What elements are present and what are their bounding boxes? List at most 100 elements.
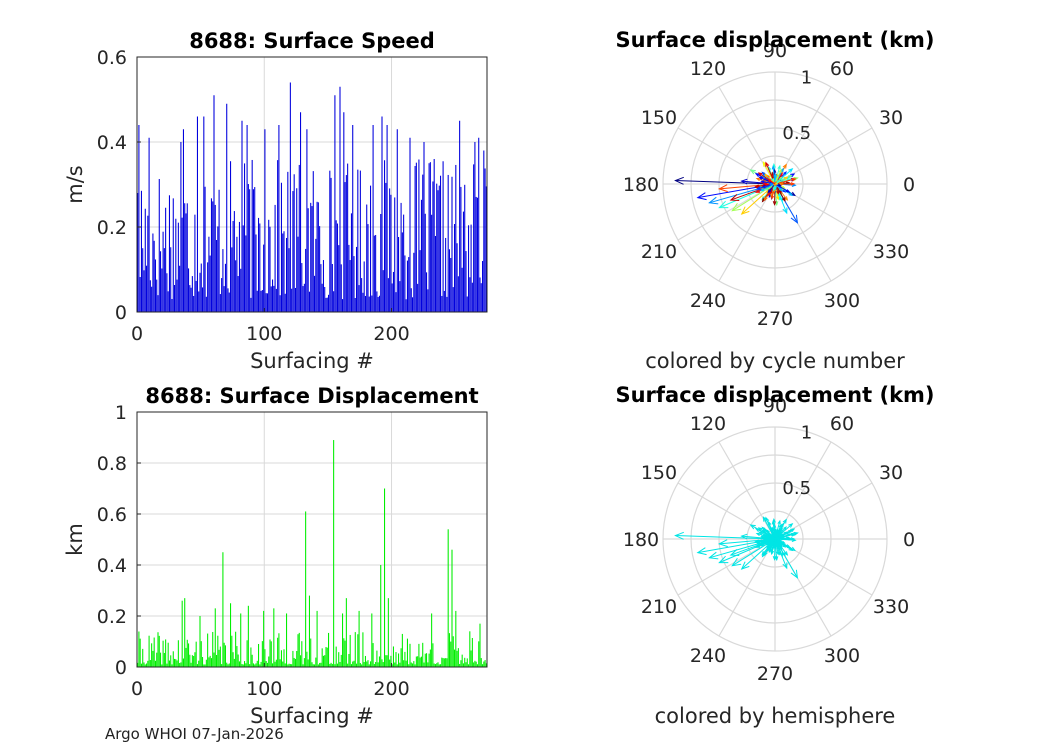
angle-label: 300	[824, 290, 860, 312]
bar	[367, 660, 369, 667]
bar	[325, 297, 327, 312]
bar	[390, 655, 392, 667]
angle-label: 330	[873, 241, 909, 263]
bar	[457, 276, 459, 312]
bar	[404, 255, 406, 312]
polar-hemisphere-chart: 0 30 60 90 120 150 180 210 240 270 300 330 0.5 1 Surfa…	[615, 383, 934, 728]
bar	[219, 646, 221, 667]
bar	[232, 221, 234, 312]
displacement-vector	[774, 533, 796, 540]
vector-arrowhead	[763, 551, 768, 557]
bar	[156, 279, 158, 312]
bar	[336, 223, 338, 312]
bar	[165, 639, 167, 667]
y-tick-label: 0.2	[97, 217, 127, 239]
bar	[357, 169, 359, 312]
bar	[151, 643, 153, 667]
bar	[185, 647, 187, 667]
bar	[190, 662, 192, 667]
bar	[261, 641, 263, 667]
bar	[303, 283, 305, 312]
displacement-chart: 0 100 200 0 0.2 0.4 0.6 0.8 1 8688: Surface Displ…	[63, 384, 488, 728]
bar	[255, 234, 257, 312]
bar	[362, 292, 364, 312]
bar	[420, 656, 422, 667]
radius-label: 1	[801, 423, 812, 444]
bar	[447, 529, 449, 667]
vector-arrowhead	[790, 173, 796, 178]
bar	[153, 637, 155, 667]
vector-arrowhead	[790, 214, 799, 224]
bar	[410, 662, 412, 667]
vector-arrowhead	[790, 537, 796, 541]
bar	[363, 662, 365, 667]
bar	[387, 598, 389, 667]
vector-arrowhead	[749, 169, 756, 175]
vector-arrowhead	[757, 527, 763, 532]
bar	[445, 237, 447, 312]
vector-arrowhead	[757, 172, 763, 177]
vector-arrowhead	[696, 192, 707, 201]
bar	[381, 116, 383, 312]
vector-arrowhead	[754, 173, 760, 178]
bar	[203, 116, 205, 312]
bar	[419, 250, 421, 312]
bar	[328, 294, 330, 312]
bar	[209, 255, 211, 312]
bar	[218, 189, 220, 312]
bar	[391, 283, 393, 312]
vector-arrowhead	[708, 196, 719, 205]
angle-label: 0	[903, 174, 915, 196]
bar	[165, 207, 167, 312]
bar	[203, 664, 205, 667]
bar	[443, 658, 445, 667]
bar	[321, 648, 323, 667]
vector-arrowhead	[791, 532, 797, 537]
vector-arrowhead	[791, 177, 797, 182]
bar	[434, 664, 436, 667]
polar-subtitle: colored by cycle number	[645, 349, 905, 373]
bar	[404, 651, 406, 667]
y-tick-label: 0.4	[97, 555, 127, 577]
vector-arrowhead	[777, 164, 781, 170]
axes-box	[136, 56, 488, 313]
bar	[410, 288, 412, 312]
bar	[314, 275, 316, 312]
bar	[298, 164, 300, 312]
vector-arrowhead	[765, 161, 770, 167]
bar	[356, 663, 358, 667]
bar	[168, 195, 170, 312]
bar	[390, 194, 392, 312]
bar	[205, 296, 207, 312]
bar	[259, 664, 261, 667]
bar	[152, 650, 154, 667]
bar	[293, 174, 295, 312]
bar	[485, 186, 487, 312]
displacement-vector	[767, 179, 776, 185]
bar	[424, 213, 426, 312]
bar	[344, 640, 346, 667]
polar-spoke	[718, 86, 776, 185]
bar	[460, 186, 462, 312]
bar	[371, 295, 373, 312]
vector-arrowhead	[782, 562, 788, 570]
vector-arrowhead	[759, 188, 765, 192]
bar	[176, 660, 178, 667]
bar	[342, 613, 344, 667]
bar	[429, 649, 431, 667]
polar-spoke	[677, 538, 776, 596]
bar	[371, 613, 373, 667]
displacement-vector	[774, 178, 796, 185]
bar	[359, 170, 361, 312]
bar	[246, 640, 248, 667]
bar	[343, 112, 345, 312]
bar	[320, 662, 322, 667]
bar	[171, 664, 173, 667]
bar	[260, 661, 262, 667]
bar	[292, 650, 294, 667]
bar	[427, 662, 429, 667]
bar	[298, 632, 300, 667]
bar	[386, 655, 388, 667]
bar	[226, 662, 228, 667]
bar	[279, 659, 281, 667]
